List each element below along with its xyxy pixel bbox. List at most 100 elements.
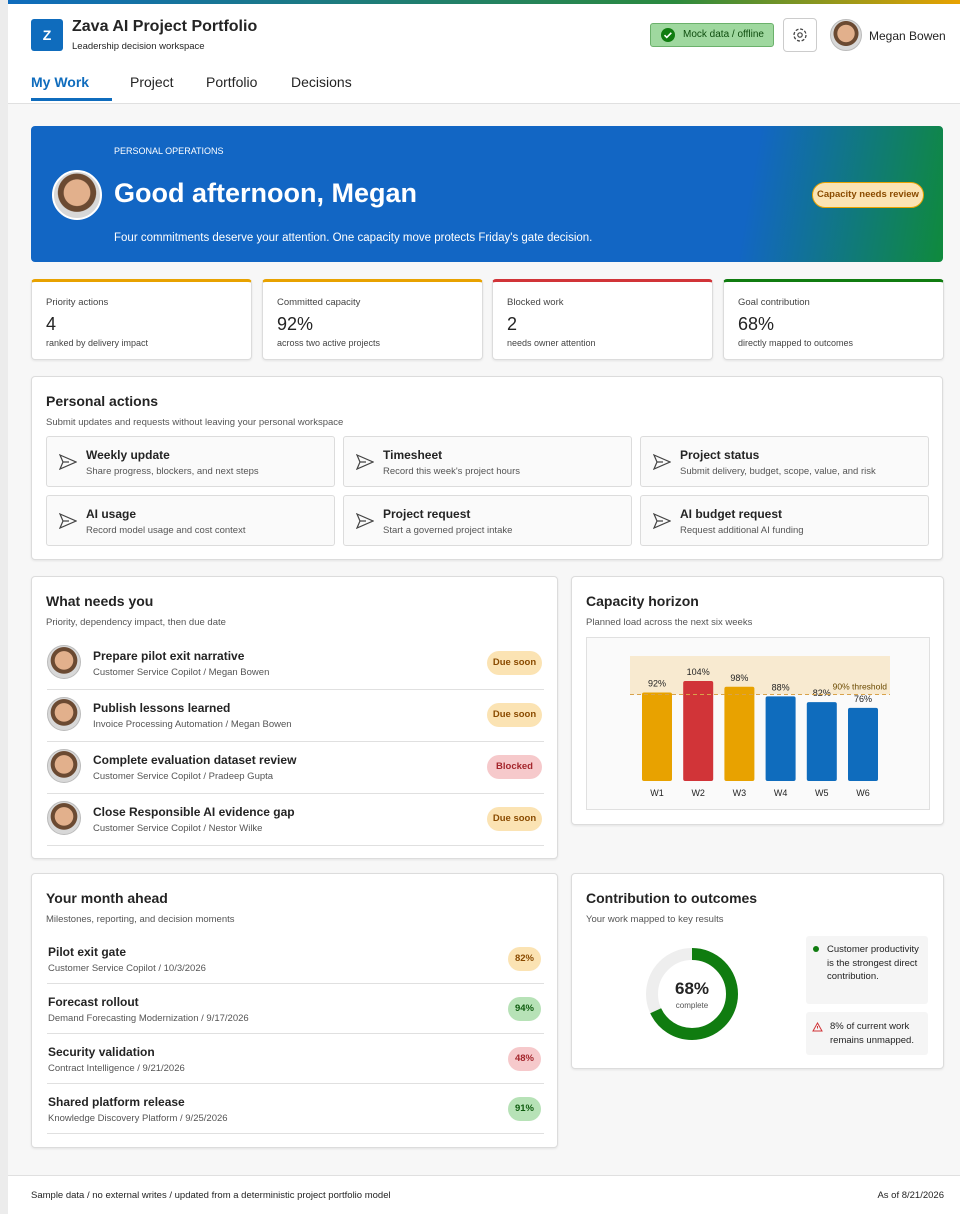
personal-actions: Personal actions Submit updates and requ… bbox=[31, 376, 943, 560]
nav-tab[interactable]: Decisions bbox=[291, 74, 352, 90]
hero-eyebrow: PERSONAL OPERATIONS bbox=[114, 146, 224, 156]
user-avatar[interactable] bbox=[830, 19, 862, 51]
nav-tab[interactable]: Project bbox=[130, 74, 174, 90]
row-avatar bbox=[47, 645, 81, 679]
contribution-card: Contribution to outcomes Your work mappe… bbox=[571, 873, 944, 1069]
kpi-card: Committed capacity 92% across two active p… bbox=[262, 279, 483, 360]
capacity-chart: 92% W1 104% W2 98% W3 88% W4 82% W5 76% W6 90% thres… bbox=[586, 637, 930, 810]
month-card: Your month ahead Milestones, reporting, … bbox=[31, 873, 558, 1148]
item-title: Publish lessons learned bbox=[93, 701, 231, 715]
item-detail: Contract Intelligence / 9/21/2026 bbox=[48, 1063, 185, 1074]
value-label: 104% bbox=[687, 667, 710, 677]
card-title: What needs you bbox=[46, 593, 154, 609]
footer: Sample data / no external writes / updat… bbox=[8, 1175, 960, 1214]
kpi-label: Priority actions bbox=[46, 297, 109, 308]
kpi-card: Priority actions 4 ranked by delivery impa… bbox=[31, 279, 252, 360]
percent-pill: 94% bbox=[508, 997, 541, 1021]
app-title: Zava AI Project Portfolio bbox=[72, 18, 258, 35]
kpi-note: needs owner attention bbox=[507, 338, 596, 348]
donut-value: 68% bbox=[675, 979, 709, 998]
action-button[interactable]: Weekly update Share progress, blockers, a… bbox=[46, 436, 335, 487]
row-avatar bbox=[47, 749, 81, 783]
threshold-band bbox=[630, 656, 890, 695]
nav-tab[interactable]: Portfolio bbox=[206, 74, 258, 90]
kpi-label: Blocked work bbox=[507, 297, 564, 308]
note-text: Customer productivity is the strongest d… bbox=[827, 944, 919, 982]
action-button[interactable]: Project status Submit delivery, budget, s… bbox=[640, 436, 929, 487]
bar bbox=[642, 692, 672, 781]
item-title: Security validation bbox=[48, 1045, 155, 1059]
kpi-value: 4 bbox=[46, 314, 57, 334]
action-title: Project request bbox=[383, 507, 471, 521]
row-divider bbox=[47, 1083, 544, 1084]
capacity-card: Capacity horizon Planned load across the… bbox=[571, 576, 944, 825]
status-text: Mock data / offline bbox=[683, 29, 764, 40]
item-title: Shared platform release bbox=[48, 1095, 185, 1109]
item-detail: Knowledge Discovery Platform / 9/25/2026 bbox=[48, 1113, 228, 1124]
card-title: Personal actions bbox=[46, 393, 159, 409]
note-text: 8% of current work remains unmapped. bbox=[830, 1021, 914, 1046]
action-button[interactable]: AI budget request Request additional AI f… bbox=[640, 495, 929, 546]
status-pill: Due soon bbox=[487, 703, 542, 727]
row-divider bbox=[47, 845, 544, 846]
row-divider bbox=[47, 741, 544, 742]
bar bbox=[724, 686, 755, 781]
value-label: 88% bbox=[772, 682, 790, 692]
percent-pill: 82% bbox=[508, 947, 541, 971]
send-icon bbox=[356, 454, 374, 470]
item-title: Pilot exit gate bbox=[48, 945, 127, 959]
row-divider bbox=[47, 983, 544, 984]
bar bbox=[765, 696, 796, 781]
card-subtitle: Milestones, reporting, and decision mome… bbox=[46, 914, 235, 925]
kpi-value: 2 bbox=[507, 314, 518, 334]
bar bbox=[683, 681, 714, 781]
item-title: Forecast rollout bbox=[48, 995, 139, 1009]
x-tick-label: W1 bbox=[650, 788, 664, 798]
footer-note: Sample data / no external writes / updat… bbox=[31, 1190, 391, 1201]
value-label: 76% bbox=[854, 694, 872, 704]
nav-tab[interactable]: My Work bbox=[31, 74, 90, 90]
send-icon bbox=[356, 513, 374, 529]
footer-date: As of 8/21/2026 bbox=[877, 1190, 944, 1201]
donut-label: complete bbox=[676, 1001, 709, 1010]
needs-card: What needs you Priority, dependency impa… bbox=[31, 576, 558, 859]
hero-greeting: Good afternoon, Megan bbox=[114, 178, 417, 208]
action-button[interactable]: AI usage Record model usage and cost cont… bbox=[46, 495, 335, 546]
donut-arc bbox=[646, 948, 738, 1040]
item-detail: Customer Service Copilot / Nestor Wilke bbox=[93, 823, 263, 834]
kpi-note: across two active projects bbox=[277, 338, 381, 348]
action-description: Submit delivery, budget, scope, value, a… bbox=[680, 466, 876, 477]
app-subtitle: Leadership decision workspace bbox=[72, 41, 205, 52]
value-label: 98% bbox=[730, 673, 748, 683]
send-icon bbox=[59, 513, 77, 529]
action-button[interactable]: Project request Start a governed project … bbox=[343, 495, 632, 546]
send-icon bbox=[59, 454, 77, 470]
x-tick-label: W2 bbox=[691, 788, 705, 798]
logo[interactable]: Z bbox=[31, 19, 63, 51]
kpi-value: 92% bbox=[277, 314, 314, 334]
donut-chart: 68% complete bbox=[646, 948, 738, 1040]
user-name: Megan Bowen bbox=[869, 29, 946, 43]
hero-badge: Capacity needs review bbox=[812, 182, 924, 208]
x-tick-label: W5 bbox=[815, 788, 829, 798]
bar bbox=[806, 702, 837, 781]
status-pill: Blocked bbox=[487, 755, 542, 779]
value-label: 82% bbox=[813, 688, 831, 698]
chart-title: Contribution to outcomes bbox=[586, 890, 758, 906]
warning-icon bbox=[812, 1022, 823, 1032]
row-divider bbox=[47, 689, 544, 690]
row-divider bbox=[47, 1033, 544, 1034]
action-button[interactable]: Timesheet Record this week's project hour… bbox=[343, 436, 632, 487]
status-pill: Mock data / offline bbox=[650, 23, 774, 47]
x-tick-label: W6 bbox=[856, 788, 870, 798]
settings-button[interactable] bbox=[783, 18, 817, 52]
chart-subtitle: Planned load across the next six weeks bbox=[586, 617, 753, 628]
header: Z Zava AI Project Portfolio Leadership d… bbox=[8, 0, 960, 104]
check-icon bbox=[661, 28, 675, 42]
percent-pill: 91% bbox=[508, 1097, 541, 1121]
kpi-card: Goal contribution 68% directly mapped to o… bbox=[723, 279, 944, 360]
kpi-value: 68% bbox=[738, 314, 775, 334]
kpi-label: Goal contribution bbox=[738, 297, 810, 308]
x-tick-label: W3 bbox=[733, 788, 747, 798]
value-label: 92% bbox=[648, 679, 666, 689]
